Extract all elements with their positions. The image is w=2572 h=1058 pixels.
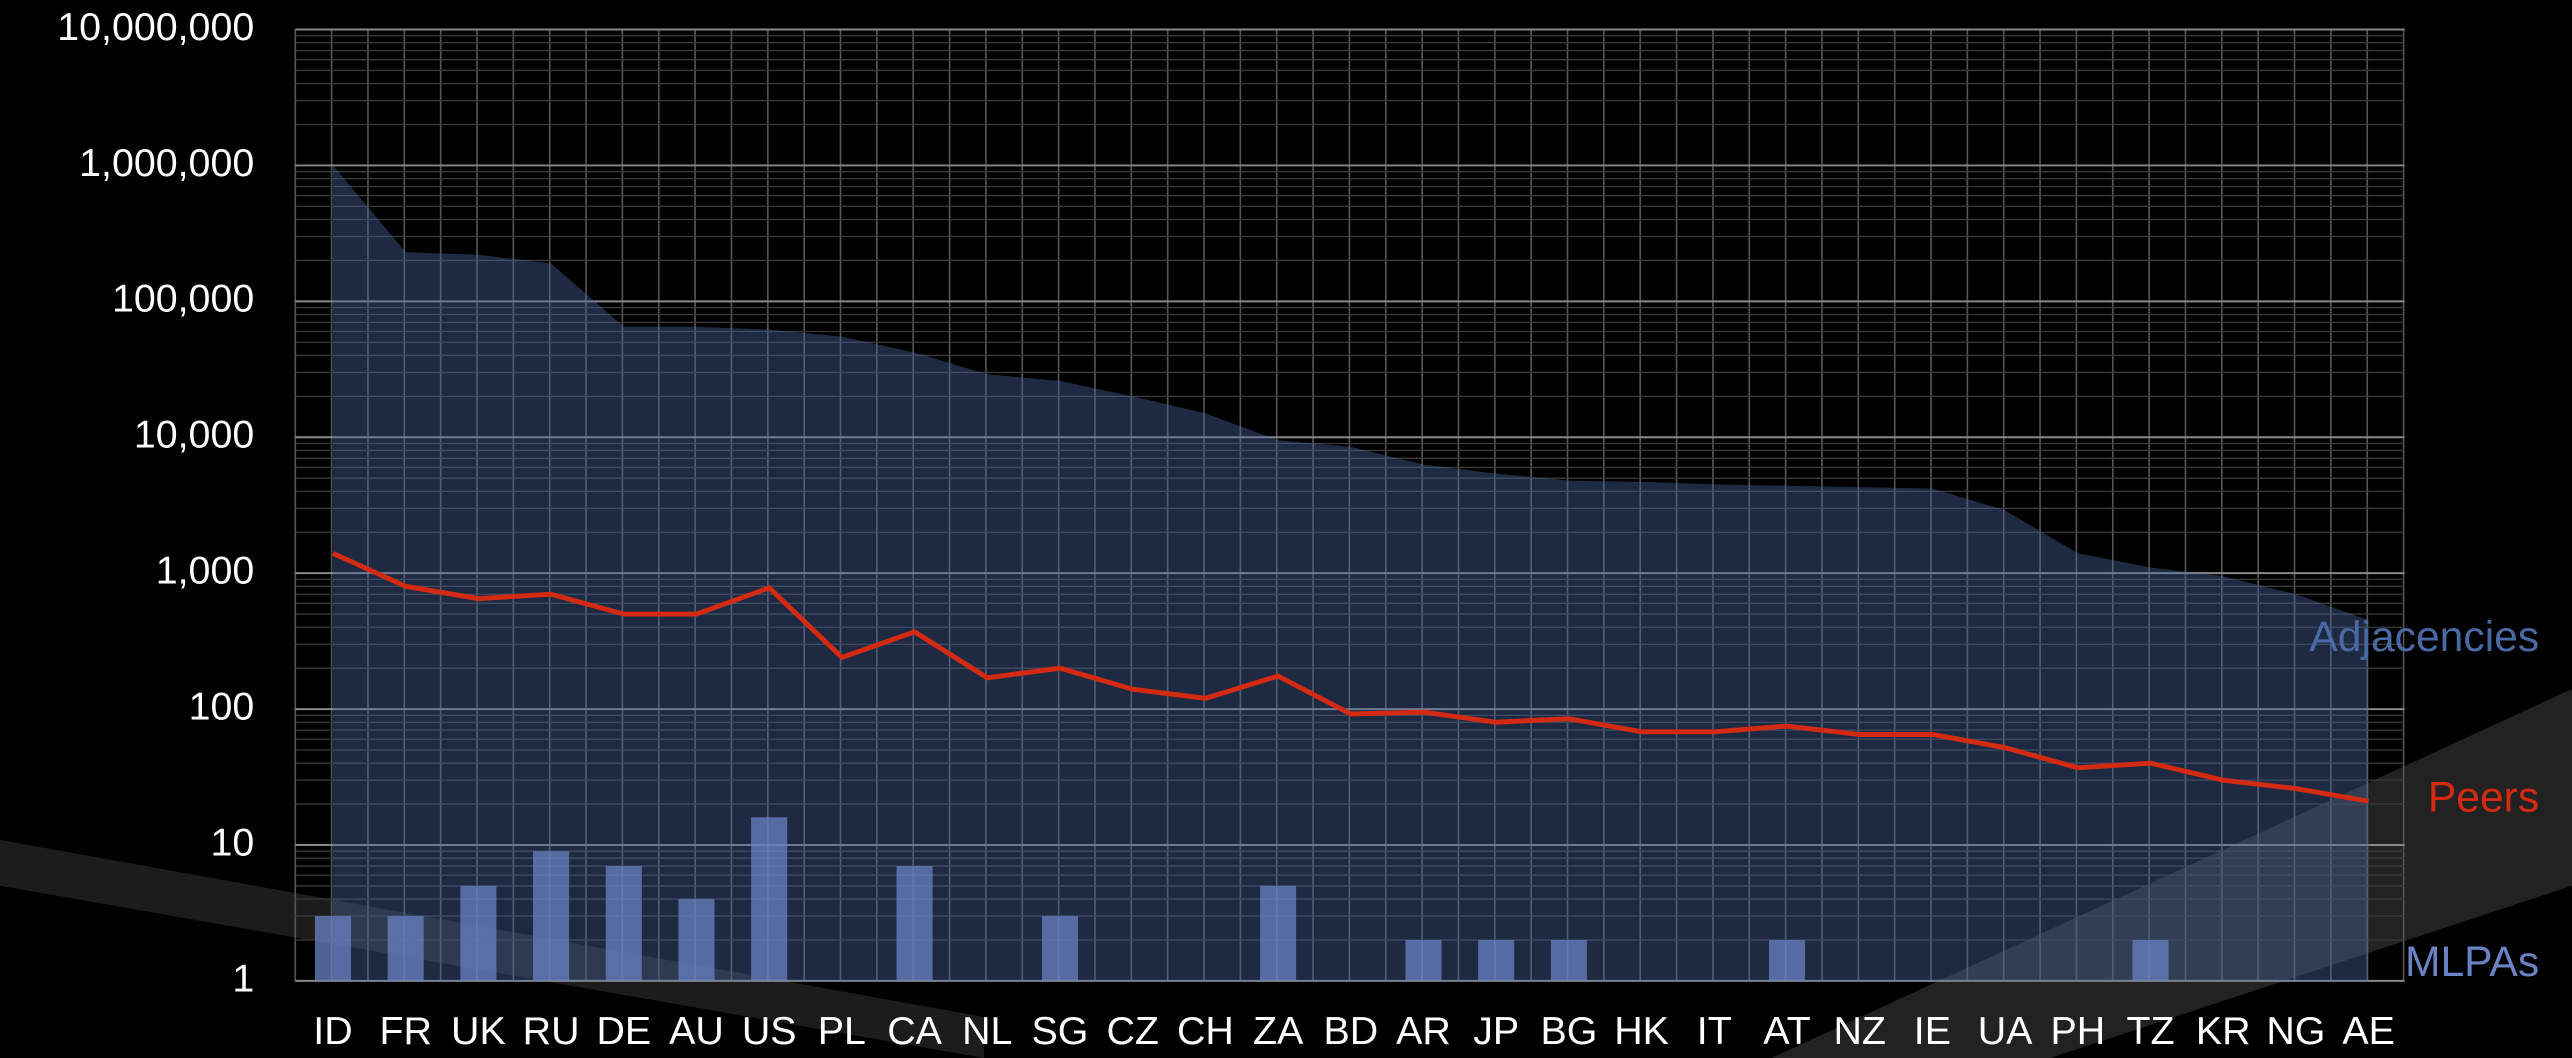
bar — [896, 866, 933, 981]
x-tick-label: CA — [887, 1009, 942, 1053]
x-tick-label: NZ — [1833, 1009, 1885, 1053]
x-tick-label: UK — [451, 1009, 506, 1053]
series-label: Adjacencies — [2309, 613, 2539, 661]
bar — [533, 851, 570, 981]
bar — [1768, 939, 1806, 981]
x-tick-label: AU — [669, 1009, 724, 1053]
grid — [294, 28, 2405, 982]
series-label: MLPAs — [2405, 938, 2539, 986]
area — [332, 165, 2369, 981]
x-tick-label: BG — [1540, 1009, 1597, 1053]
x-tick-label: US — [742, 1009, 797, 1053]
x-tick-label: CZ — [1106, 1009, 1158, 1053]
x-tick-label: UA — [1978, 1009, 2033, 1053]
bar — [1041, 916, 1079, 981]
y-tick-label: 10,000,000 — [57, 5, 254, 49]
x-tick-label: PH — [2050, 1009, 2105, 1053]
x-tick-label: IE — [1914, 1009, 1951, 1053]
x-tick-label: NL — [962, 1009, 1012, 1053]
x-tick-label: ZA — [1253, 1009, 1304, 1053]
x-tick-label: RU — [523, 1009, 580, 1053]
bar — [1478, 939, 1515, 981]
x-tick-label: PL — [818, 1009, 866, 1053]
bar — [2132, 939, 2169, 981]
bar — [751, 817, 788, 981]
x-tick-label: KR — [2196, 1009, 2251, 1053]
x-tick-label: FR — [379, 1009, 431, 1053]
x-tick-label: CH — [1177, 1009, 1234, 1053]
y-tick-label: 100 — [189, 684, 255, 728]
decor-swoosh — [1771, 688, 2572, 1058]
x-tick-label: AT — [1763, 1009, 1810, 1053]
x-tick-label: TZ — [2126, 1009, 2174, 1053]
bar — [1550, 939, 1587, 981]
x-tick-label: BD — [1323, 1009, 1378, 1053]
y-tick-label: 100,000 — [112, 277, 254, 321]
y-tick-label: 1 — [232, 956, 254, 1000]
x-tick-label: JP — [1473, 1009, 1519, 1053]
bar — [605, 866, 642, 981]
line — [331, 551, 2370, 804]
bar — [678, 899, 715, 981]
y-tick-label: 10,000 — [134, 413, 254, 457]
x-tick-label: HK — [1614, 1009, 1669, 1053]
x-tick-label: SG — [1032, 1009, 1089, 1053]
labels: 1 10 100 1,000 10,000 100,000 1,000,000 10,000,… — [57, 5, 2539, 1053]
bar — [314, 916, 352, 981]
bar — [1405, 939, 1442, 981]
x-tick-label: NG — [2266, 1009, 2325, 1053]
x-tick-label: AR — [1396, 1009, 1451, 1053]
y-tick-label: 1,000 — [156, 549, 255, 593]
y-tick-label: 1,000,000 — [79, 141, 254, 185]
bar — [1260, 885, 1297, 981]
x-tick-label: AE — [2342, 1009, 2395, 1053]
x-tick-label: IT — [1697, 1009, 1732, 1053]
x-tick-label: ID — [313, 1009, 352, 1053]
bar — [387, 916, 424, 981]
marks — [314, 165, 2370, 981]
bar — [460, 885, 497, 981]
y-tick-label: 10 — [210, 820, 254, 864]
series-label: Peers — [2428, 774, 2539, 822]
x-tick-label: DE — [596, 1009, 651, 1053]
